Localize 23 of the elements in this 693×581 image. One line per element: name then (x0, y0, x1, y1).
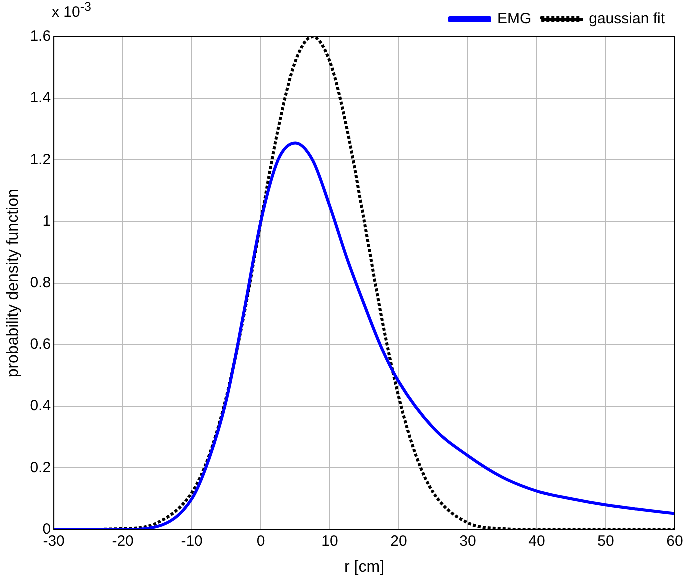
x-tick-label: -30 (43, 532, 65, 550)
y-tick-label: 0.2 (30, 459, 52, 476)
x-tick-label: 60 (666, 532, 684, 550)
x-axis-title: r [cm] (344, 558, 385, 576)
y-tick-label: 0.6 (30, 336, 52, 354)
y-tick-label: 1.2 (30, 151, 52, 168)
x-tick-label: 40 (528, 532, 546, 550)
y-tick-label: 0.4 (30, 398, 52, 415)
x-tick-label: 0 (256, 532, 266, 550)
x-tick-label: -20 (112, 532, 134, 550)
x-tick-label: 30 (460, 532, 476, 550)
y-tick-label: 1.4 (30, 90, 52, 107)
text: x 10$^{-3}$ (52, 0, 92, 21)
legend-label: gaussian fit (589, 10, 666, 28)
x-tick-label: -10 (181, 532, 203, 550)
y-axis-title: probability density function (5, 189, 22, 378)
legend-label: EMG (497, 10, 532, 28)
y-tick-label: 1 (42, 212, 52, 230)
y-tick-label: 1.6 (30, 28, 52, 46)
y-tick-label: 0.8 (30, 274, 52, 292)
x-tick-label: 50 (598, 532, 614, 550)
x-tick-label: 10 (322, 532, 338, 550)
x-tick-label: 20 (390, 532, 408, 550)
